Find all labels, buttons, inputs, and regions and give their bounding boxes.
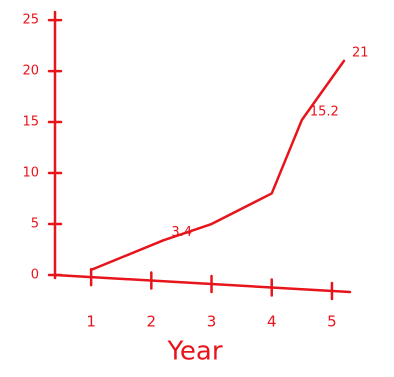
x-tick-label: 1 <box>86 313 96 331</box>
x-tick-label: 5 <box>327 313 337 331</box>
x-tick-label: 4 <box>267 313 277 331</box>
y-tick-label: 5 <box>31 217 39 232</box>
y-tick-label: 0 <box>31 268 39 283</box>
y-tick-label: 25 <box>22 13 39 28</box>
data-label: 21 <box>352 45 369 60</box>
y-tick-label: 20 <box>22 64 39 79</box>
line <box>89 59 346 272</box>
data-label: 15.2 <box>310 105 339 120</box>
x-axis <box>53 273 352 294</box>
y-tick-label: 15 <box>22 115 39 130</box>
y-tick-label: 10 <box>22 166 39 181</box>
x-tick-label: 2 <box>147 313 157 331</box>
x-tick-label: 3 <box>207 313 217 331</box>
data-label: 3.4 <box>171 225 192 240</box>
x-axis-title: Year <box>166 337 222 367</box>
